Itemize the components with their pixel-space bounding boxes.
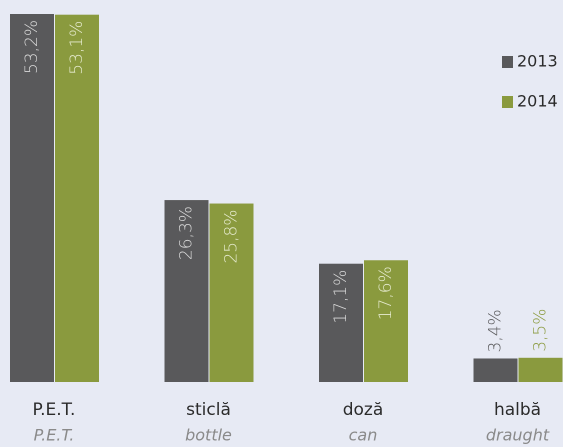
value-label: 26,3% <box>177 206 197 260</box>
bar <box>209 203 254 382</box>
bar <box>10 14 54 382</box>
bar <box>364 260 408 382</box>
x-tick-label: halbă <box>494 400 541 420</box>
value-label: 17,6% <box>376 266 396 320</box>
bar <box>55 14 99 382</box>
legend-swatch <box>502 56 513 68</box>
x-tick-sublabel: can <box>349 426 378 445</box>
x-tick-sublabel: draught <box>486 426 550 445</box>
x-tick-label: P.E.T. <box>33 400 76 420</box>
value-label: 3,4% <box>486 309 506 352</box>
legend-label: 2013 <box>517 52 558 71</box>
value-label: 3,5% <box>531 309 551 352</box>
value-label: 53,1% <box>67 21 87 75</box>
x-tick-label: doză <box>343 400 384 420</box>
bar <box>473 358 518 382</box>
x-tick-label: sticlă <box>186 400 231 420</box>
bar <box>518 357 563 382</box>
legend-swatch <box>502 96 513 108</box>
x-tick-sublabel: bottle <box>185 426 232 445</box>
value-label: 17,1% <box>331 270 351 324</box>
bar <box>164 200 209 382</box>
value-label: 25,8% <box>222 210 242 264</box>
value-label: 53,2% <box>22 20 42 74</box>
x-tick-sublabel: P.E.T. <box>34 426 75 445</box>
bar <box>319 263 363 382</box>
legend-label: 2014 <box>517 92 558 111</box>
